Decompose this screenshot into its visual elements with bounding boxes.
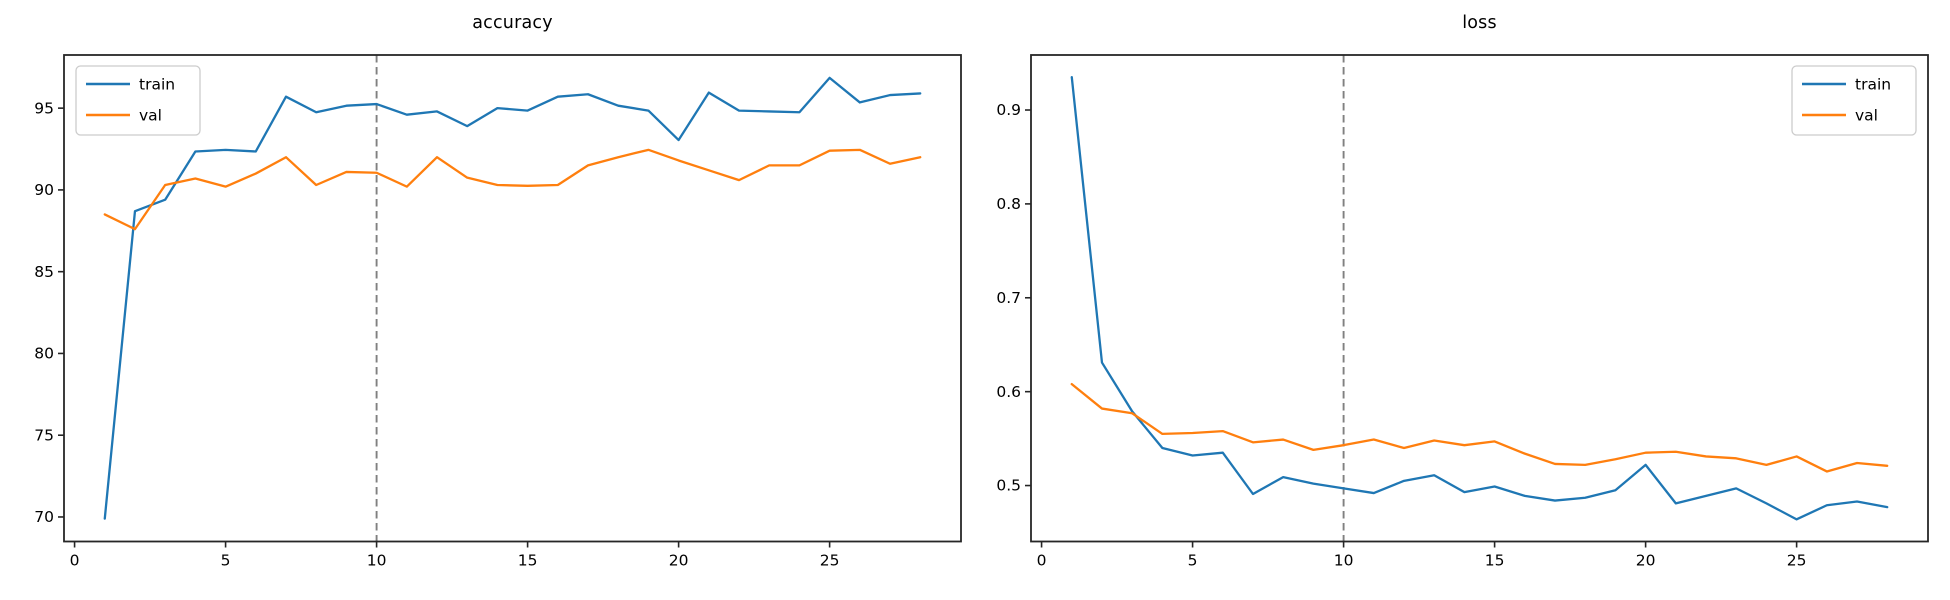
x-tick-label: 0 <box>1037 552 1047 570</box>
axes-spines <box>63 54 962 543</box>
x-tick-label: 5 <box>221 552 231 570</box>
y-axis-ticks: 0.5 0.6 0.7 0.8 0.9 <box>996 101 1031 495</box>
x-tick-label: 10 <box>367 552 387 570</box>
x-tick-label: 25 <box>1787 552 1807 570</box>
x-tick-label: 20 <box>1636 552 1656 570</box>
y-tick-label: 0.5 <box>996 477 1021 495</box>
legend: train val <box>1791 65 1917 136</box>
y-tick-label: 75 <box>34 426 54 444</box>
legend-label-train: train <box>139 76 175 94</box>
y-tick-label: 0.8 <box>996 195 1021 213</box>
accuracy-plot: 0 5 10 15 20 25 70 75 80 85 90 95 train val <box>34 54 962 570</box>
legend-label-val: val <box>139 107 162 125</box>
y-tick-label: 85 <box>34 263 54 281</box>
x-tick-label: 15 <box>518 552 538 570</box>
x-tick-label: 20 <box>669 552 689 570</box>
legend-box <box>1791 65 1917 136</box>
x-tick-label: 25 <box>820 552 840 570</box>
y-tick-label: 95 <box>34 99 54 117</box>
y-tick-label: 70 <box>34 508 54 526</box>
x-tick-label: 5 <box>1188 552 1198 570</box>
legend-box <box>75 65 201 136</box>
x-axis-ticks: 0 5 10 15 20 25 <box>1037 541 1807 570</box>
series-line-val <box>1070 383 1889 473</box>
x-tick-label: 0 <box>70 552 80 570</box>
y-axis-ticks: 70 75 80 85 90 95 <box>34 99 64 526</box>
loss-plot: 0 5 10 15 20 25 0.5 0.6 0.7 0.8 0.9 train val <box>996 54 1929 570</box>
y-tick-label: 80 <box>34 345 54 363</box>
series-line-train <box>1070 76 1889 521</box>
x-axis-ticks: 0 5 10 15 20 25 <box>70 541 840 570</box>
legend-label-train: train <box>1855 76 1891 94</box>
y-tick-label: 0.9 <box>996 101 1021 119</box>
series-line-train <box>103 76 922 520</box>
x-tick-label: 10 <box>1334 552 1354 570</box>
legend: train val <box>75 65 201 136</box>
y-tick-label: 90 <box>34 181 54 199</box>
x-tick-label: 15 <box>1485 552 1505 570</box>
y-tick-label: 0.7 <box>996 289 1021 307</box>
y-tick-label: 0.6 <box>996 383 1021 401</box>
legend-label-val: val <box>1855 107 1878 125</box>
loss-chart-title: loss <box>1462 13 1497 33</box>
series-line-val <box>103 148 922 231</box>
accuracy-chart-title: accuracy <box>472 13 553 33</box>
